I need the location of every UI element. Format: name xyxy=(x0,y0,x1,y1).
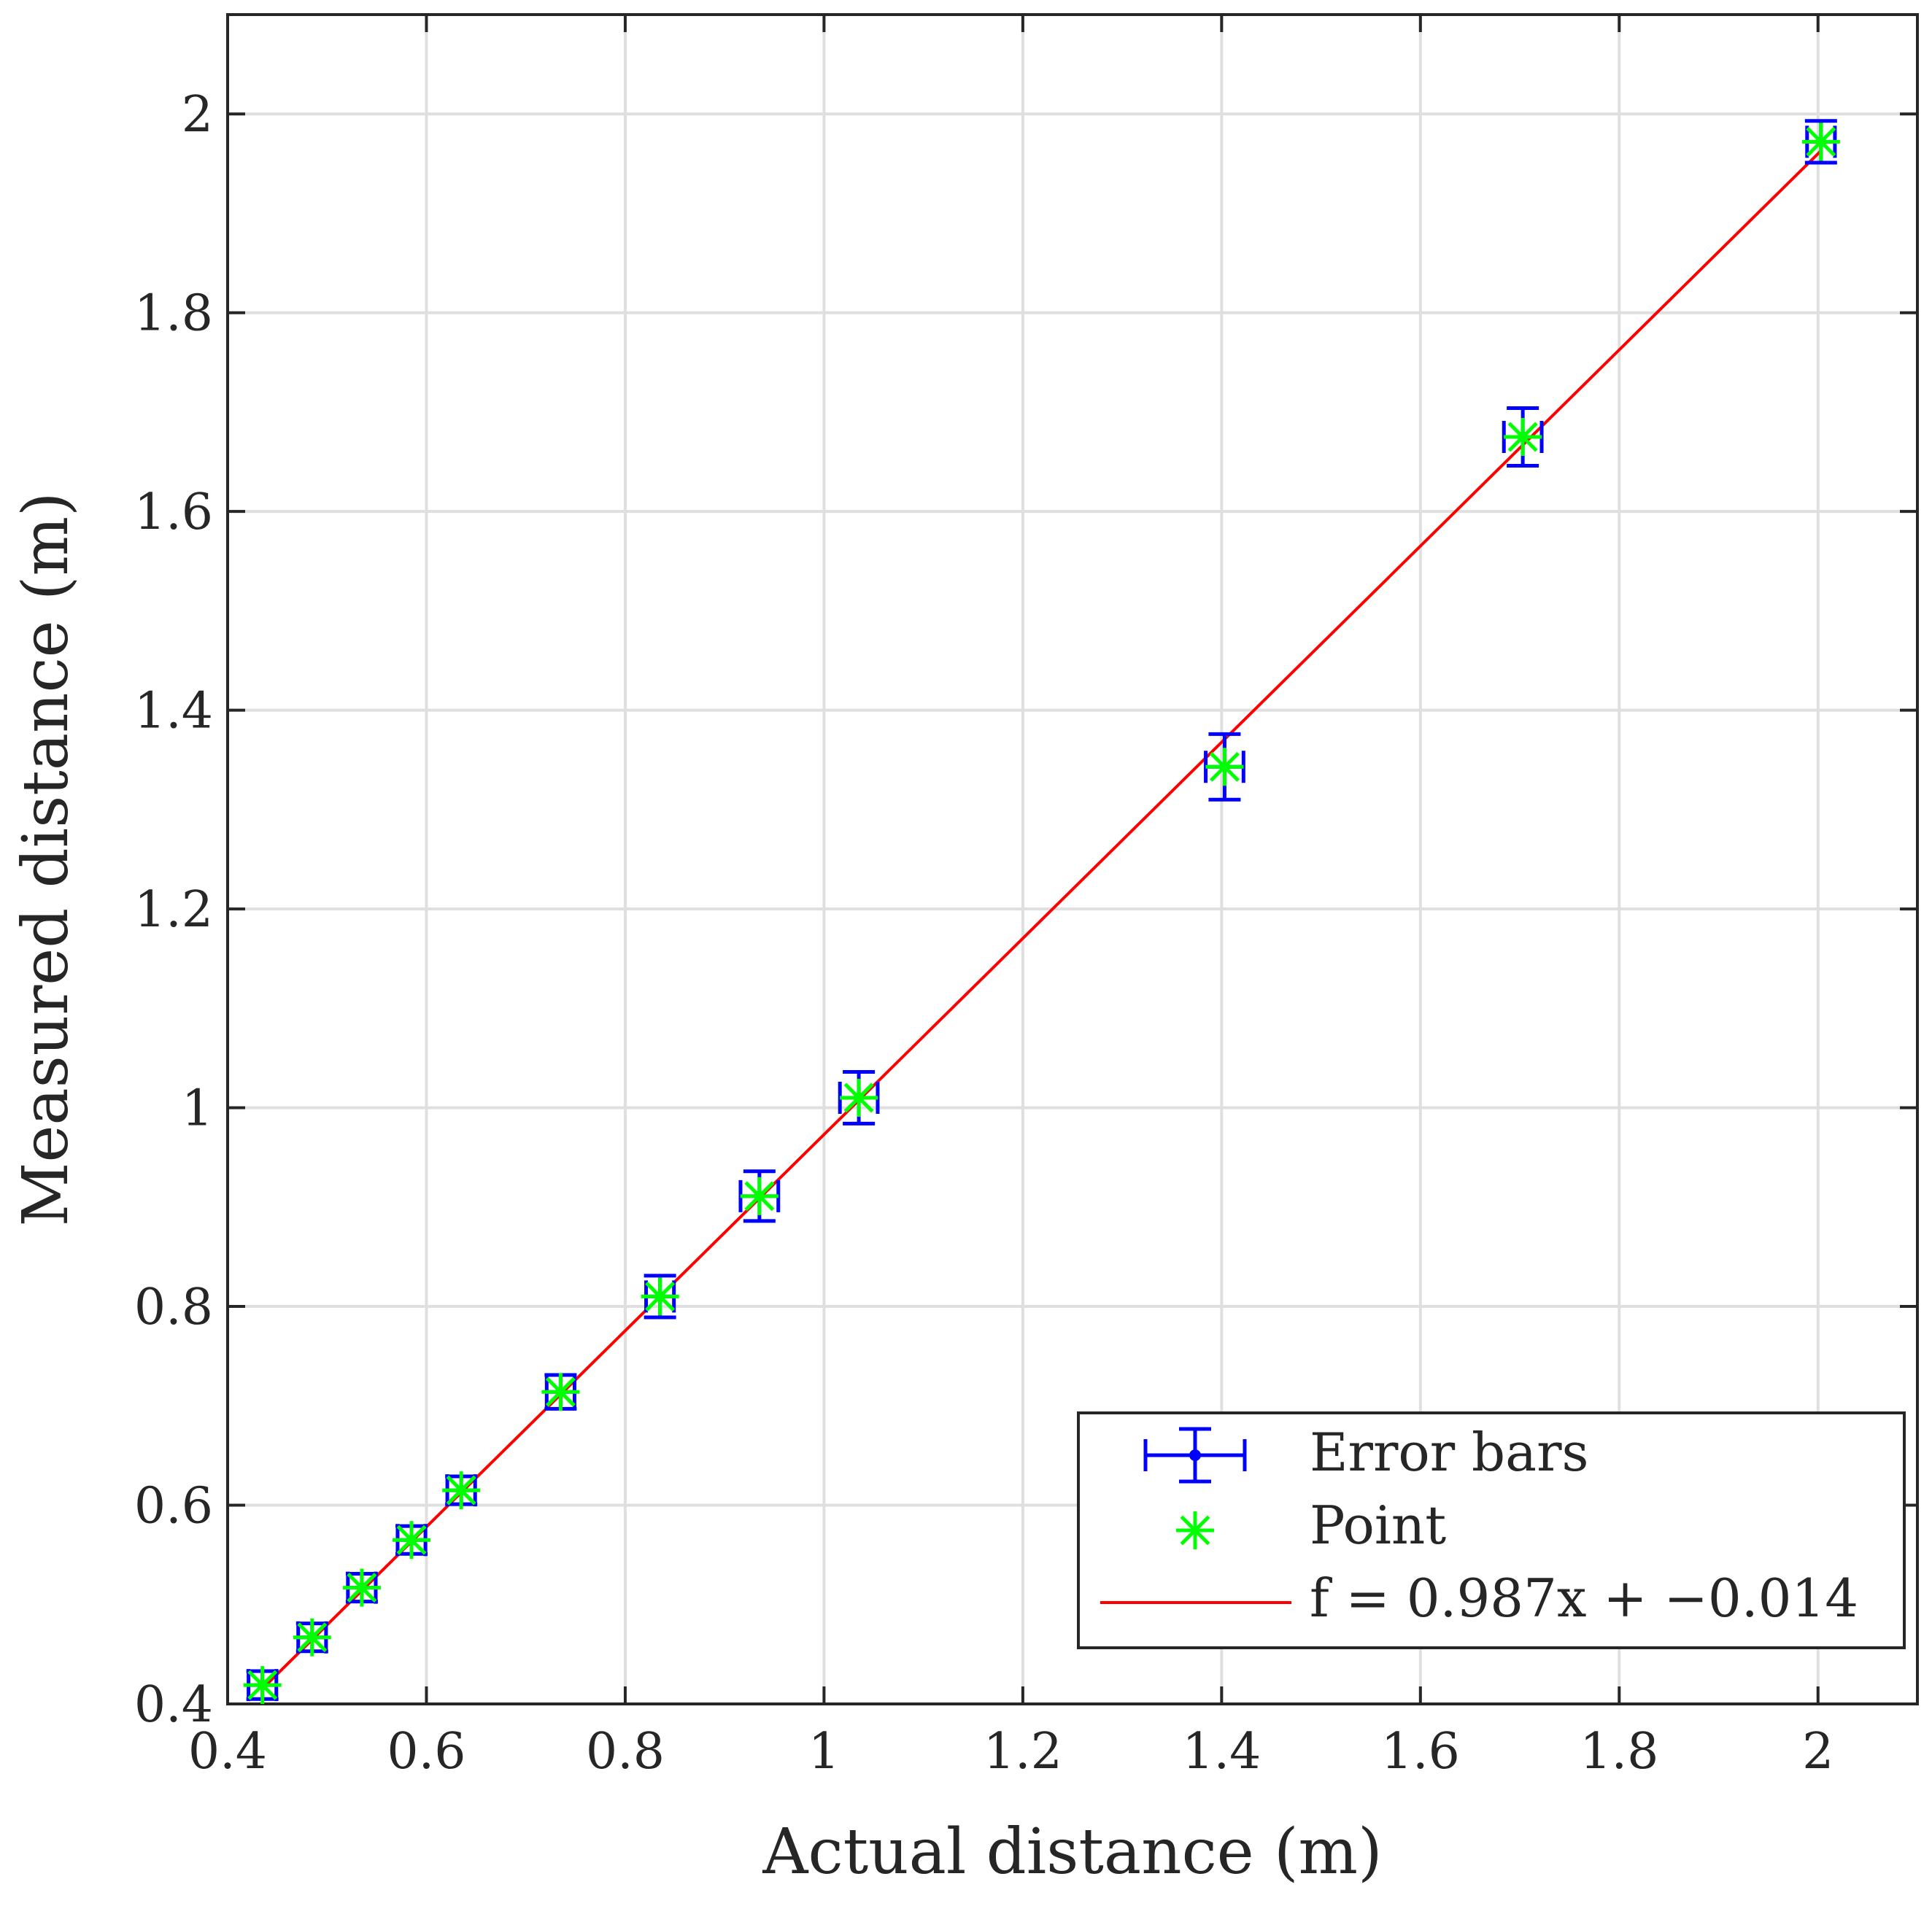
axes xyxy=(226,13,1919,1705)
point-marker-5-stroke-d2 xyxy=(545,1376,576,1407)
y-tick-label-6: 1.6 xyxy=(134,484,213,541)
point-marker-10-stroke-d2 xyxy=(1507,422,1538,452)
y-tick-label-8: 2 xyxy=(182,86,213,144)
point-marker-2 xyxy=(342,1568,381,1607)
x-tick-label-2: 0.8 xyxy=(586,1723,665,1781)
x-tick-label-0: 0.4 xyxy=(188,1723,267,1781)
point-marker-7 xyxy=(740,1177,778,1215)
point-marker-3-stroke-d2 xyxy=(396,1525,427,1555)
legend-point-icon xyxy=(1176,1511,1214,1549)
y-tick-label-7: 1.8 xyxy=(134,285,213,343)
legend-err-dot xyxy=(1189,1449,1201,1461)
x-tick-label-1: 0.6 xyxy=(387,1723,465,1781)
point-marker-0 xyxy=(243,1666,282,1705)
legend-point-marker-stroke-d2 xyxy=(1180,1515,1210,1546)
point-marker-6 xyxy=(641,1277,679,1316)
point-marker-8-stroke-d2 xyxy=(843,1082,874,1113)
point-marker-9 xyxy=(1205,748,1244,786)
y-axis-label: Measured distance (m) xyxy=(9,492,82,1226)
x-tick-label-5: 1.4 xyxy=(1182,1723,1261,1781)
point-marker-2-stroke-d2 xyxy=(347,1573,377,1603)
x-axis-label: Actual distance (m) xyxy=(762,1816,1382,1888)
legend: Error bars Point f = 0.987x + −0.014 xyxy=(1077,1411,1906,1649)
point-marker-6-stroke-d2 xyxy=(645,1281,676,1312)
y-tick-label-3: 1 xyxy=(182,1080,213,1138)
legend-label-fit: f = 0.987x + −0.014 xyxy=(1310,1568,1858,1629)
point-marker-5 xyxy=(541,1373,580,1411)
legend-label-point: Point xyxy=(1310,1495,1446,1556)
point-marker-9-stroke-d2 xyxy=(1209,751,1240,782)
point-marker-10 xyxy=(1504,418,1542,456)
point-marker-1 xyxy=(293,1618,331,1657)
x-tick-label-8: 2 xyxy=(1802,1723,1834,1781)
tick-labels: 0.4 0.6 0.8 1 1.2 1.4 1.6 1.8 2 0.4 0.6 0.8 1 1.2 1.4 1… xyxy=(134,86,1834,1781)
y-tick-label-1: 0.6 xyxy=(134,1478,213,1535)
y-tick-label-5: 1.4 xyxy=(134,683,213,740)
fit-line-layer xyxy=(261,150,1823,1690)
legend-label-error-bars: Error bars xyxy=(1310,1422,1588,1483)
point-marker-0-stroke-d2 xyxy=(247,1670,278,1700)
fit-line xyxy=(261,150,1823,1690)
x-tick-label-6: 1.6 xyxy=(1381,1723,1460,1781)
point-marker-4 xyxy=(442,1471,481,1510)
y-tick-label-0: 0.4 xyxy=(134,1676,213,1734)
point-marker-4-stroke-d2 xyxy=(446,1475,476,1506)
point-marker-1-stroke-d2 xyxy=(297,1622,328,1653)
point-marker-11-stroke-d2 xyxy=(1806,126,1836,157)
y-tick-label-4: 1.2 xyxy=(134,881,213,939)
axes-box xyxy=(226,13,1919,1705)
legend-box xyxy=(1077,1411,1906,1649)
point-marker-3 xyxy=(393,1521,431,1560)
x-tick-label-3: 1 xyxy=(808,1723,840,1781)
legend-errorbar-icon xyxy=(1143,1427,1247,1484)
x-tick-label-4: 1.2 xyxy=(984,1723,1062,1781)
point-marker-11 xyxy=(1801,123,1840,161)
legend-point-marker xyxy=(1176,1511,1214,1549)
y-tick-label-2: 0.8 xyxy=(134,1279,213,1336)
point-marker-7-stroke-d2 xyxy=(744,1181,775,1212)
x-tick-label-7: 1.8 xyxy=(1580,1723,1658,1781)
point-marker-8 xyxy=(840,1078,878,1117)
point-layer xyxy=(243,123,1840,1705)
